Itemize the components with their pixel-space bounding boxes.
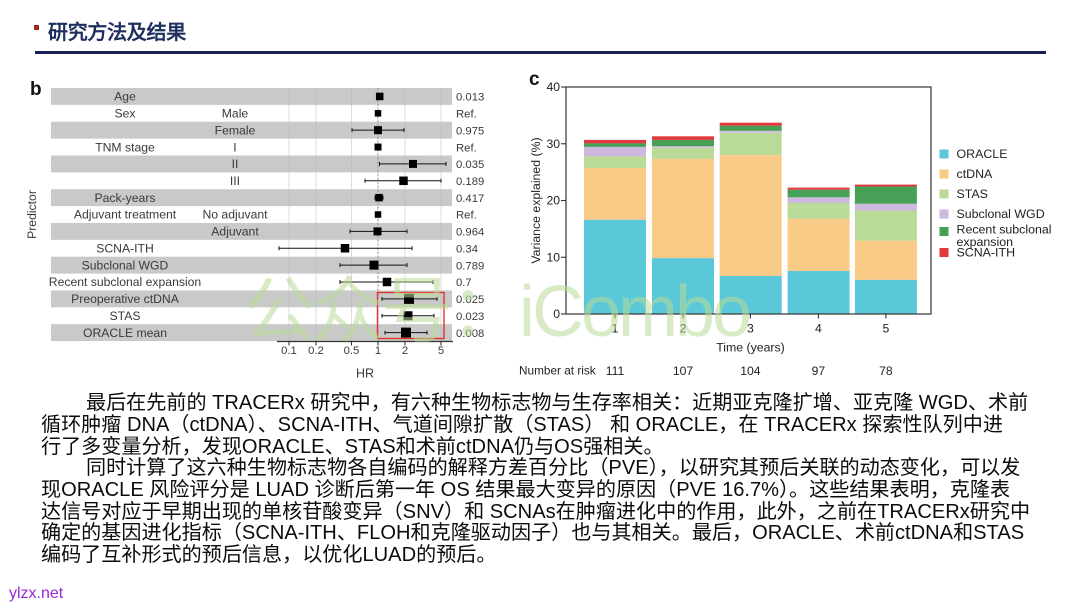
svg-text:STAS: STAS: [110, 309, 141, 323]
svg-text:0.417: 0.417: [456, 193, 484, 205]
svg-text:Adjuvant: Adjuvant: [211, 225, 259, 239]
svg-text:No adjuvant: No adjuvant: [202, 208, 268, 222]
svg-text:0.008: 0.008: [456, 328, 484, 340]
svg-text:II: II: [232, 157, 239, 171]
svg-text:0.035: 0.035: [456, 159, 484, 171]
svg-text:0.023: 0.023: [456, 311, 484, 323]
svg-text:Adjuvant treatment: Adjuvant treatment: [74, 208, 177, 222]
svg-text:0.975: 0.975: [456, 125, 484, 137]
svg-text:ORACLE: ORACLE: [957, 147, 1008, 161]
svg-text:STAS: STAS: [957, 187, 988, 201]
svg-text:3: 3: [747, 322, 754, 336]
svg-text:Variance explained (%): Variance explained (%): [529, 137, 543, 263]
svg-text:SCNA-ITH: SCNA-ITH: [96, 241, 154, 255]
svg-text:I: I: [233, 140, 236, 154]
svg-text:SCNA-ITH: SCNA-ITH: [957, 246, 1016, 260]
svg-text:0.025: 0.025: [456, 294, 484, 306]
svg-text:Female: Female: [215, 123, 256, 137]
svg-text:0.189: 0.189: [456, 176, 484, 188]
svg-text:0.34: 0.34: [456, 243, 478, 255]
svg-text:0.2: 0.2: [308, 345, 324, 357]
svg-text:30: 30: [546, 137, 560, 151]
svg-text:10: 10: [546, 250, 560, 264]
svg-text:Recent subclonal expansion: Recent subclonal expansion: [49, 275, 201, 289]
svg-text:Sex: Sex: [114, 107, 135, 121]
svg-text:1: 1: [375, 345, 381, 357]
svg-text:Ref.: Ref.: [456, 142, 477, 154]
svg-text:III: III: [230, 174, 240, 188]
svg-text:c: c: [529, 69, 540, 90]
svg-text:expansion: expansion: [957, 235, 1014, 249]
svg-text:HR: HR: [356, 367, 374, 381]
svg-text:ctDNA: ctDNA: [957, 167, 994, 181]
svg-text:Subclonal WGD: Subclonal WGD: [957, 207, 1045, 221]
svg-text:Number at risk: Number at risk: [519, 364, 596, 378]
svg-text:0: 0: [553, 307, 560, 321]
svg-text:Subclonal WGD: Subclonal WGD: [82, 258, 169, 272]
svg-text:0.7: 0.7: [456, 277, 472, 289]
svg-text:107: 107: [673, 364, 694, 378]
svg-text:b: b: [30, 79, 42, 100]
svg-text:4: 4: [815, 322, 822, 336]
svg-text:0.789: 0.789: [456, 260, 484, 272]
svg-text:78: 78: [879, 364, 893, 378]
svg-text:20: 20: [546, 194, 560, 208]
svg-text:40: 40: [546, 80, 560, 94]
svg-text:111: 111: [606, 364, 625, 378]
svg-text:0.013: 0.013: [456, 92, 484, 104]
svg-text:TNM stage: TNM stage: [95, 140, 155, 154]
svg-text:104: 104: [740, 364, 761, 378]
svg-text:2: 2: [402, 345, 408, 357]
svg-text:Ref.: Ref.: [456, 109, 477, 121]
svg-text:Recent subclonal: Recent subclonal: [957, 223, 1052, 237]
svg-text:Age: Age: [114, 90, 136, 104]
svg-text:2: 2: [680, 322, 687, 336]
svg-text:Predictor: Predictor: [25, 190, 39, 239]
svg-text:Male: Male: [222, 107, 249, 121]
svg-text:97: 97: [812, 364, 826, 378]
svg-text:0.5: 0.5: [344, 345, 360, 357]
svg-text:Ref.: Ref.: [456, 210, 477, 222]
svg-text:Preoperative ctDNA: Preoperative ctDNA: [71, 292, 180, 306]
svg-text:5: 5: [438, 345, 444, 357]
svg-text:ORACLE mean: ORACLE mean: [83, 326, 167, 340]
svg-text:Pack-years: Pack-years: [95, 191, 156, 205]
svg-text:1: 1: [612, 322, 619, 336]
svg-text:0.1: 0.1: [281, 345, 297, 357]
svg-text:5: 5: [883, 322, 890, 336]
svg-text:Time (years): Time (years): [716, 341, 785, 355]
svg-text:0.964: 0.964: [456, 227, 484, 239]
